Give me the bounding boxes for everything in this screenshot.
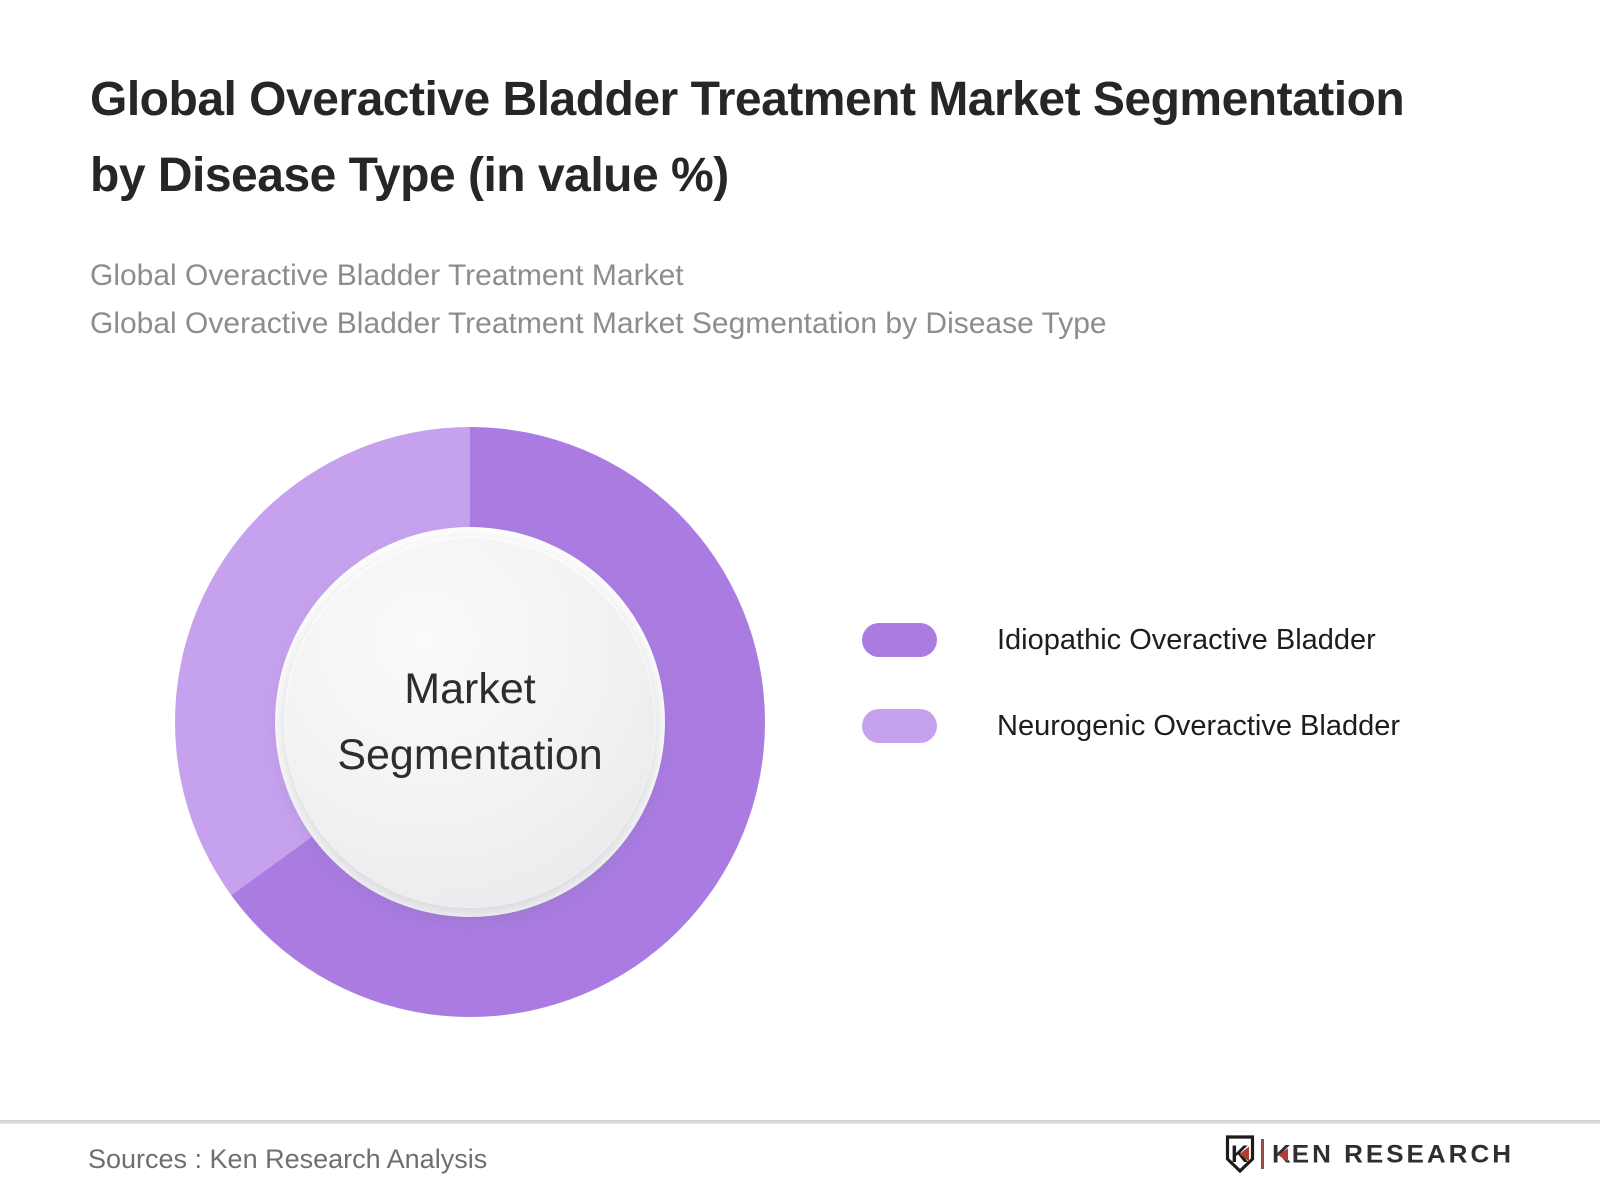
- footer-divider: [0, 1120, 1600, 1124]
- legend-item-idiopathic: Idiopathic Overactive Bladder: [862, 623, 1400, 657]
- legend-swatch-idiopathic: [862, 623, 937, 657]
- logo-red-triangle-icon: [1277, 1147, 1288, 1161]
- logo-wordmark: K EN RESEARCH: [1272, 1139, 1514, 1169]
- legend-label: Neurogenic Overactive Bladder: [997, 709, 1400, 742]
- donut-center-circle: Market Segmentation: [284, 536, 656, 908]
- page-title-line2: by Disease Type (in value %): [90, 149, 729, 202]
- page-subtitle: Global Overactive Bladder Treatment Mark…: [90, 252, 1560, 348]
- page-title-line1: Global Overactive Bladder Treatment Mark…: [90, 73, 1405, 126]
- sources-text: Sources : Ken Research Analysis: [88, 1144, 488, 1174]
- chart-legend: Idiopathic Overactive Bladder Neurogenic…: [862, 623, 1400, 743]
- donut-center-label-line2: Segmentation: [337, 731, 603, 779]
- logo-separator: [1260, 1139, 1264, 1169]
- ken-research-logo: K K EN RESEARCH: [1225, 1134, 1514, 1174]
- page-title: Global Overactive Bladder Treatment Mark…: [90, 62, 1560, 214]
- legend-label: Idiopathic Overactive Bladder: [997, 623, 1376, 656]
- page-subtitle-line2: Global Overactive Bladder Treatment Mark…: [90, 307, 1107, 340]
- ken-research-shield-k-icon: K: [1225, 1135, 1255, 1173]
- legend-item-neurogenic: Neurogenic Overactive Bladder: [862, 709, 1400, 743]
- page-subtitle-line1: Global Overactive Bladder Treatment Mark…: [90, 259, 684, 292]
- donut-center-label: Market Segmentation: [337, 656, 602, 788]
- logo-wordmark-rest: EN RESEARCH: [1291, 1139, 1514, 1168]
- donut-center-label-line1: Market: [404, 665, 536, 713]
- legend-swatch-neurogenic: [862, 709, 937, 743]
- donut-chart: Market Segmentation: [175, 427, 765, 1017]
- svg-text:K: K: [1231, 1141, 1249, 1168]
